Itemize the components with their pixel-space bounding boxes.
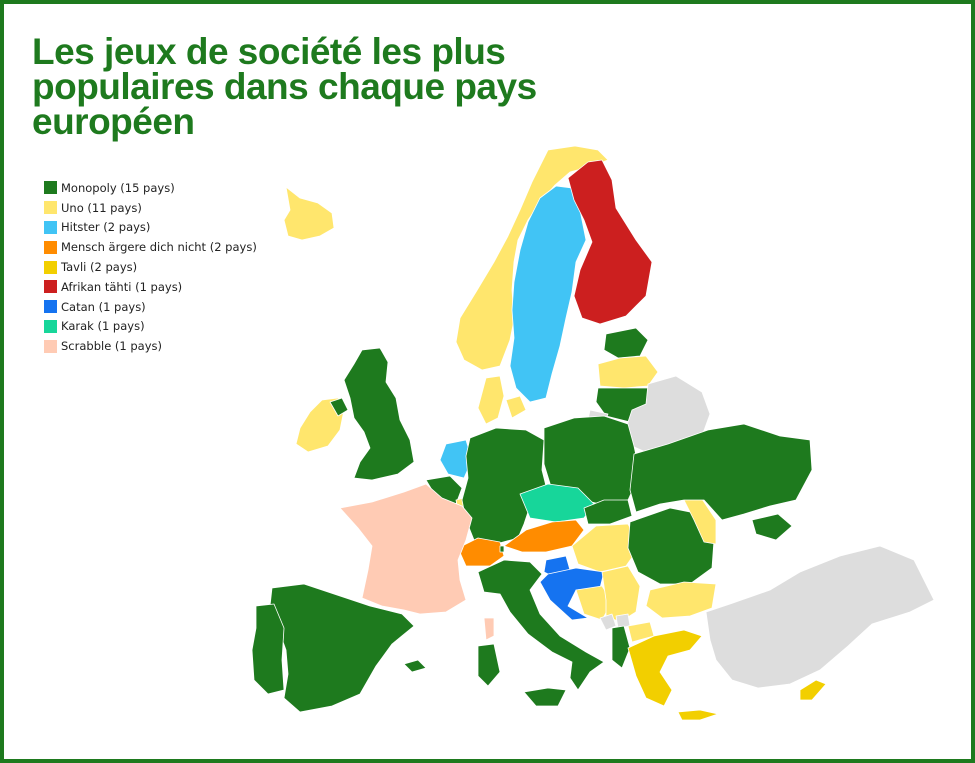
country-greece xyxy=(627,629,703,707)
country-united-kingdom xyxy=(343,347,415,481)
country-denmark-islands xyxy=(505,395,527,419)
legend-label: Catan (1 pays) xyxy=(61,299,146,314)
legend-swatch xyxy=(44,260,57,274)
legend-swatch xyxy=(44,300,57,314)
island-sardinia xyxy=(477,643,501,687)
map-title: Les jeux de société les plus populaires … xyxy=(32,31,672,142)
country-croatia xyxy=(539,567,605,621)
country-turkey xyxy=(705,545,935,689)
country-albania xyxy=(611,625,631,669)
country-iceland xyxy=(283,186,335,241)
country-slovakia xyxy=(583,499,633,525)
country-italy xyxy=(477,559,605,691)
legend-label: Hitster (2 pays) xyxy=(61,220,151,235)
legend-item-tavli: Tavli (2 pays) xyxy=(44,257,257,277)
country-serbia xyxy=(601,565,641,623)
country-latvia xyxy=(597,355,659,389)
country-france xyxy=(339,483,473,615)
legend-item-hitster: Hitster (2 pays) xyxy=(44,218,257,238)
title-line-1: Les jeux de société les plus xyxy=(32,31,506,72)
legend-swatch xyxy=(44,240,57,254)
legend-label: Scrabble (1 pays) xyxy=(61,339,163,354)
country-ukraine xyxy=(629,423,813,521)
country-montenegro xyxy=(599,613,617,631)
island-sicily xyxy=(523,687,567,707)
legend-swatch xyxy=(44,181,57,195)
country-austria xyxy=(503,519,585,553)
country-liechtenstein xyxy=(499,545,505,553)
legend-label: Uno (11 pays) xyxy=(61,200,142,215)
country-estonia xyxy=(603,327,649,359)
country-finland xyxy=(567,159,653,325)
region-crimea xyxy=(751,513,793,541)
legend-label: Afrikan tähti (1 pays) xyxy=(61,279,183,294)
legend-item-uno: Uno (11 pays) xyxy=(44,198,257,218)
island-corsica xyxy=(483,617,495,641)
country-northern-ireland xyxy=(329,397,349,417)
legend-label: Mensch ärgere dich nicht (2 pays) xyxy=(61,240,257,255)
legend-swatch xyxy=(44,339,57,353)
country-portugal xyxy=(251,603,285,695)
legend-label: Tavli (2 pays) xyxy=(61,260,138,275)
map-legend: Monopoly (15 pays) Uno (11 pays) Hitster… xyxy=(44,178,257,356)
country-germany xyxy=(461,427,549,545)
country-switzerland xyxy=(457,537,505,567)
title-line-2: populaires dans chaque pays xyxy=(32,66,537,107)
country-netherlands xyxy=(439,439,473,479)
legend-swatch xyxy=(44,319,57,333)
legend-item-monopoly: Monopoly (15 pays) xyxy=(44,178,257,198)
country-romania xyxy=(627,507,715,585)
legend-item-mensch: Mensch ärgere dich nicht (2 pays) xyxy=(44,237,257,257)
island-balearic xyxy=(403,659,427,673)
country-sweden xyxy=(509,185,587,403)
country-bulgaria xyxy=(645,581,717,619)
country-denmark xyxy=(477,375,505,425)
legend-item-catan: Catan (1 pays) xyxy=(44,297,257,317)
legend-swatch xyxy=(44,201,57,215)
legend-swatch xyxy=(44,280,57,294)
legend-item-afrikan-tahti: Afrikan tähti (1 pays) xyxy=(44,277,257,297)
legend-label: Karak (1 pays) xyxy=(61,319,145,334)
island-crete xyxy=(677,709,719,721)
title-line-3: européen xyxy=(32,101,195,142)
legend-item-karak: Karak (1 pays) xyxy=(44,317,257,337)
country-cyprus xyxy=(799,679,827,701)
legend-swatch xyxy=(44,220,57,234)
legend-item-scrabble: Scrabble (1 pays) xyxy=(44,336,257,356)
legend-label: Monopoly (15 pays) xyxy=(61,180,175,195)
